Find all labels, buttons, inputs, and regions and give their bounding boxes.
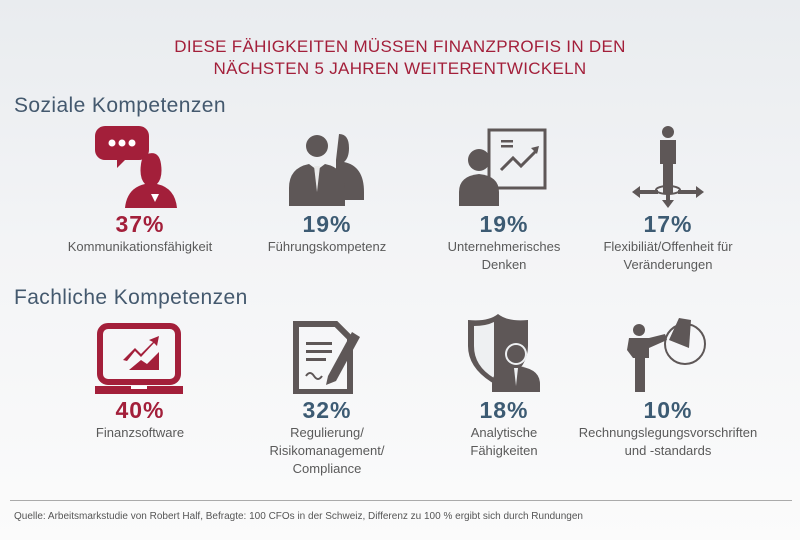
skill-label: Fähigkeiten <box>470 443 538 458</box>
skill-label: Flexibiliät/Offenheit für <box>603 239 733 254</box>
skill-item: 19% Führungskompetenz <box>232 124 422 256</box>
skill-percentage: 17% <box>643 211 693 237</box>
title-line-2: NÄCHSTEN 5 JAHREN WEITERENTWICKELN <box>213 59 587 78</box>
skill-label: Veränderungen <box>623 257 713 272</box>
person-pie-chart-icon <box>573 310 763 394</box>
skill-item: 19% Unternehmerisches Denken <box>409 124 599 274</box>
skill-percentage: 10% <box>643 397 693 423</box>
skill-percentage: 37% <box>115 211 165 237</box>
section-heading-soziale: Soziale Kompetenzen <box>14 94 226 117</box>
skill-label: Finanzsoftware <box>95 425 185 440</box>
skill-label: Risikomanagement/ <box>269 443 385 458</box>
skill-label: Analytische <box>470 425 538 440</box>
skill-item: 40% Finanzsoftware <box>45 310 235 442</box>
skill-label: Kommunikationsfähigkeit <box>67 239 213 254</box>
title-line-1: DIESE FÄHIGKEITEN MÜSSEN FINANZPROFIS IN… <box>174 37 626 56</box>
document-pen-icon <box>232 310 422 394</box>
skill-label: Unternehmerisches <box>447 239 561 254</box>
skill-label: Compliance <box>292 461 362 476</box>
laptop-chart-icon <box>45 310 235 394</box>
skill-percentage: 32% <box>302 397 352 423</box>
speech-bubble-person-icon <box>45 124 235 208</box>
skill-label: Rechnungslegungsvorschriften <box>578 425 758 440</box>
skill-percentage: 18% <box>479 397 529 423</box>
skill-item: 37% Kommunikationsfähigkeit <box>45 124 235 256</box>
skill-label: Regulierung/ <box>290 425 364 440</box>
skill-label: und -standards <box>624 443 712 458</box>
presenter-chart-icon <box>409 124 599 208</box>
skill-percentage: 19% <box>302 211 352 237</box>
infographic-title: DIESE FÄHIGKEITEN MÜSSEN FINANZPROFIS IN… <box>0 36 800 80</box>
shield-person-icon <box>409 310 599 394</box>
skill-item: 17% Flexibiliät/Offenheit für Veränderun… <box>573 124 763 274</box>
skill-label: Denken <box>481 257 527 272</box>
skill-item: 18% Analytische Fähigkeiten <box>409 310 599 460</box>
section-heading-fachliche: Fachliche Kompetenzen <box>14 286 248 309</box>
skill-percentage: 19% <box>479 211 529 237</box>
divider <box>10 500 792 501</box>
two-people-icon <box>232 124 422 208</box>
skill-percentage: 40% <box>115 397 165 423</box>
skill-item: 32% Regulierung/ Risikomanagement/ Compl… <box>232 310 422 478</box>
skill-item: 10% Rechnungslegungsvorschriften und -st… <box>573 310 763 460</box>
person-arrows-icon <box>573 124 763 208</box>
source-note: Quelle: Arbeitsmarkstudie von Robert Hal… <box>14 511 583 522</box>
skill-label: Führungskompetenz <box>267 239 387 254</box>
